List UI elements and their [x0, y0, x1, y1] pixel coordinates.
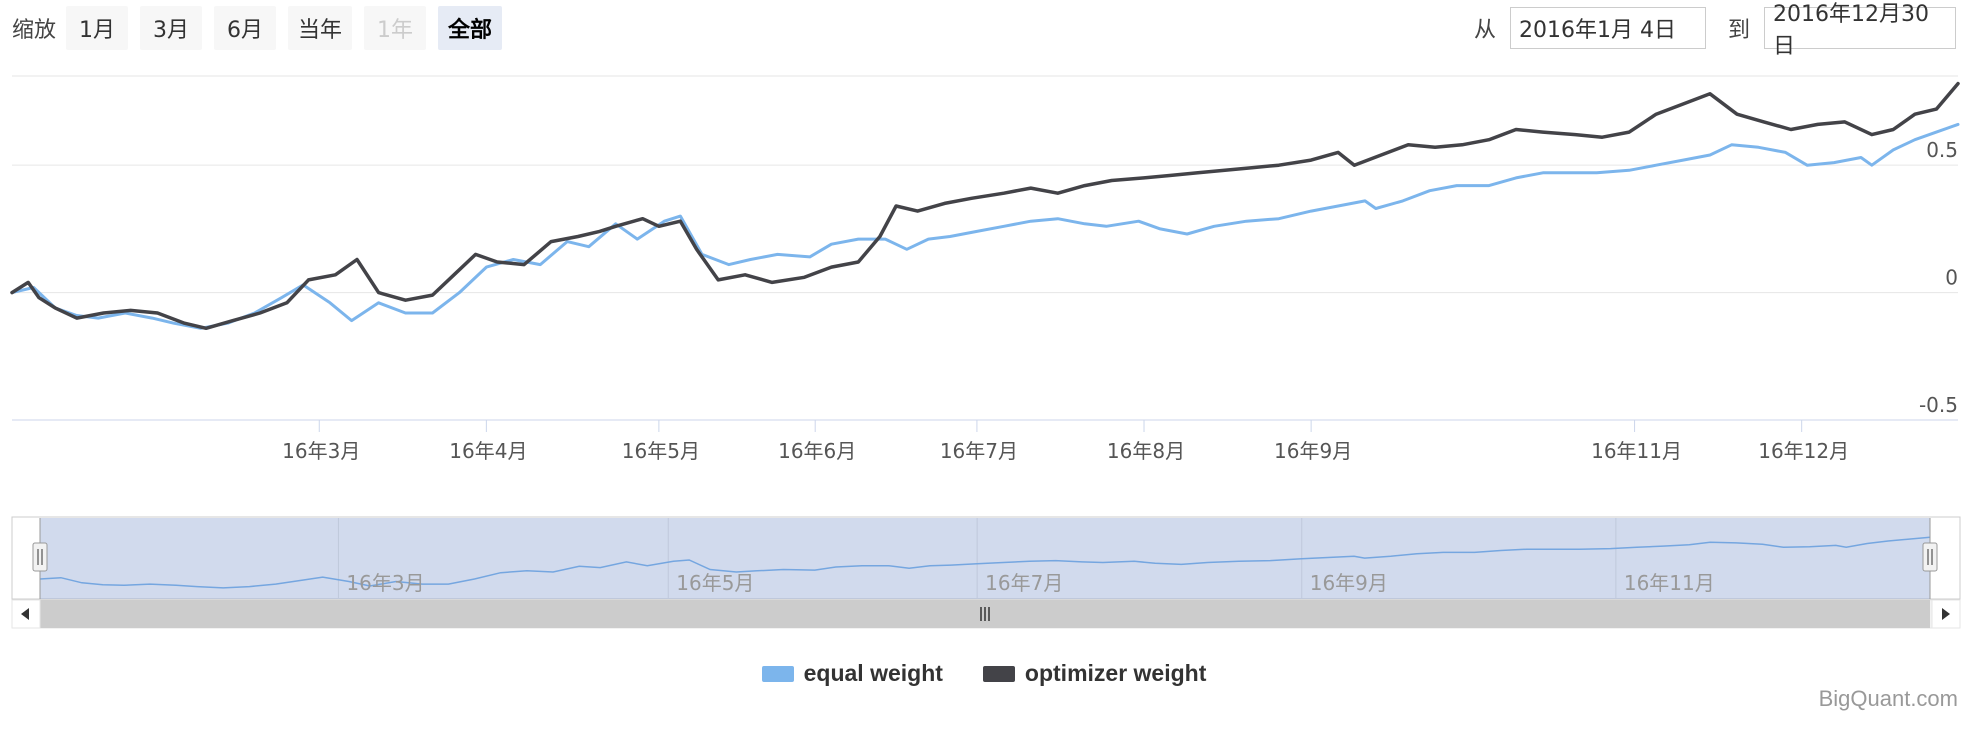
x-tick-label-5: 16年8月 [1107, 439, 1185, 463]
x-tick-label-2: 16年5月 [622, 439, 700, 463]
y-tick-label-2: 0.5 [1926, 138, 1958, 162]
legend-label-equal-weight: equal weight [803, 660, 943, 686]
x-axis: 16年3月 16年4月 16年5月 16年6月 16年7月 16年8月 16年9月 16年11… [282, 420, 1849, 463]
legend-item-optimizer-weight[interactable]: optimizer weight [982, 660, 1207, 687]
x-tick-label-8: 16年12月 [1758, 439, 1849, 463]
grid-lines [12, 75, 1958, 421]
x-tick-label-3: 16年6月 [778, 439, 856, 463]
series-layer [10, 81, 1960, 331]
legend-item-equal-weight[interactable]: equal weight [761, 660, 943, 687]
y-axis-labels: -0.5 0 0.5 [1919, 138, 1958, 417]
navigator-selected-range[interactable] [40, 518, 1930, 599]
legend-swatch-equal-weight [761, 665, 794, 682]
range-selector-zoom: 缩放 1月 3月 6月 当年 1年 全部 [12, 6, 514, 50]
navigator-series-line [39, 536, 1931, 589]
zoom-ytd-button[interactable]: 当年 [288, 6, 353, 50]
x-tick-label-0: 16年3月 [282, 439, 360, 463]
scrollbar[interactable] [11, 599, 1961, 629]
navigator-right-handle[interactable] [1922, 542, 1938, 572]
navigator-tick-label-4: 16年11月 [1624, 571, 1715, 595]
from-label: 从 [1474, 18, 1497, 43]
legend-swatch-optimizer-weight [982, 665, 1015, 682]
to-label: 到 [1728, 18, 1751, 43]
arrow-right-icon [1942, 608, 1950, 620]
scroll-left-button[interactable] [11, 599, 41, 629]
navigator-frame [11, 516, 1961, 600]
credits-link[interactable]: BigQuant.com [1818, 686, 1958, 711]
zoom-all-button[interactable]: 全部 [438, 6, 503, 50]
x-tick-label-4: 16年7月 [940, 439, 1018, 463]
range-from: 从 2016年1月 4日 [1474, 6, 1707, 50]
navigator[interactable]: 16年3月 16年5月 16年7月 16年9月 16年11月 [11, 516, 1961, 600]
zoom-1m-button[interactable]: 1月 [66, 6, 129, 50]
scroll-right-button[interactable] [1931, 599, 1961, 629]
arrow-left-icon [21, 608, 29, 620]
to-date-input[interactable]: 2016年12月30日 [1764, 2, 1957, 59]
range-to: 到 2016年12月30日 [1728, 2, 1957, 59]
x-tick-label-6: 16年9月 [1274, 439, 1352, 463]
navigator-tick-label-1: 16年5月 [676, 571, 754, 595]
navigator-tick-label-3: 16年9月 [1310, 571, 1388, 595]
x-tick-label-7: 16年11月 [1591, 439, 1682, 463]
zoom-1y-button[interactable]: 1年 [364, 6, 427, 50]
legend-label-optimizer-weight: optimizer weight [1024, 660, 1207, 686]
series-line-optimizer-weight[interactable] [10, 81, 1960, 331]
zoom-label: 缩放 [12, 17, 57, 42]
x-tick-label-1: 16年4月 [449, 439, 527, 463]
from-date-input[interactable]: 2016年1月 4日 [1510, 7, 1707, 49]
y-tick-label-0: -0.5 [1919, 393, 1958, 417]
zoom-6m-button[interactable]: 6月 [214, 6, 277, 50]
legend: equal weight optimizer weight [0, 660, 1968, 687]
navigator-tick-label-0: 16年3月 [346, 571, 424, 595]
zoom-3m-button[interactable]: 3月 [140, 6, 203, 50]
navigator-tick-labels: 16年3月 16年5月 16年7月 16年9月 16年11月 [346, 571, 1714, 595]
navigator-tick-label-2: 16年7月 [985, 571, 1063, 595]
navigator-left-handle[interactable] [32, 542, 48, 572]
series-line-equal-weight[interactable] [10, 122, 1960, 330]
y-tick-label-1: 0 [1945, 266, 1958, 290]
stock-chart: -0.500.5 16年3月 16年4月 16年5月 16年6月 16年7月 16年8月 1… [10, 75, 1961, 629]
